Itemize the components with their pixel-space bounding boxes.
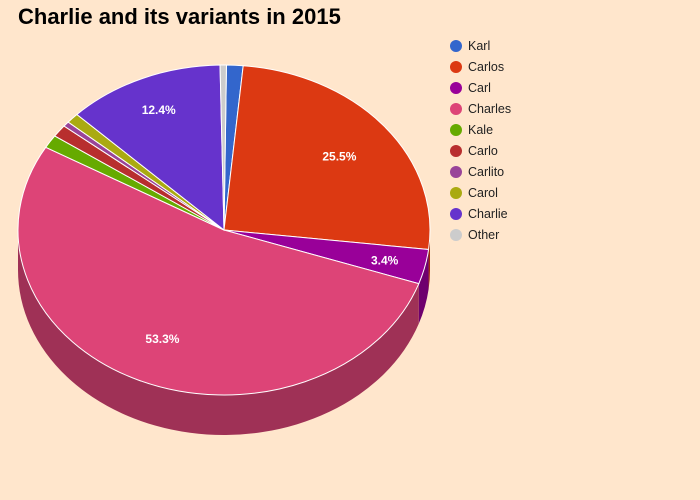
legend-item-other[interactable]: Other [450,224,511,245]
legend-item-charles[interactable]: Charles [450,98,511,119]
legend-swatch [450,81,462,94]
legend-item-carl[interactable]: Carl [450,77,511,98]
data-label-carl: 3.4% [371,253,399,267]
data-label-carlos: 25.5% [322,149,356,163]
pie-data-labels: 25.5% 3.4% 53.3% 12.4% [142,103,399,346]
legend-label: Karl [468,38,491,53]
pie-slice-carlos[interactable] [223,65,431,251]
legend-swatch [450,123,462,136]
legend-item-carlos[interactable]: Carlos [450,56,511,77]
legend-label: Charlie [468,206,508,221]
pie-slice-charles[interactable] [17,146,420,396]
legend-item-carlo[interactable]: Carlo [450,140,511,161]
pie-slice-other[interactable] [219,64,227,231]
legend-swatch [450,144,462,157]
pie-side-carl [418,249,429,324]
legend: Karl Carlos Carl Charles Kale Carlo Carlito Car… [450,35,511,245]
data-label-charles: 53.3% [145,332,179,346]
legend-item-charlie[interactable]: Charlie [450,203,511,224]
legend-swatch [450,186,462,199]
pie-slices [17,64,431,396]
legend-swatch [450,207,462,220]
legend-label: Carl [468,80,491,95]
legend-item-kale[interactable]: Kale [450,119,511,140]
legend-label: Carlo [468,143,498,158]
legend-label: Carol [468,185,498,200]
pie-side-charles [18,230,419,436]
legend-item-carol[interactable]: Carol [450,182,511,203]
legend-swatch [450,102,462,115]
legend-label: Carlito [468,164,505,179]
pie-slice-charlie[interactable] [76,64,225,232]
legend-swatch [450,165,462,178]
chart-title: Charlie and its variants in 2015 [18,4,341,29]
legend-label: Charles [468,101,512,116]
legend-label: Carlos [468,59,505,74]
legend-label: Other [468,227,500,242]
legend-swatch [450,60,462,73]
legend-swatch [450,39,462,52]
legend-label: Kale [468,122,494,137]
legend-swatch [450,228,462,241]
legend-item-karl[interactable]: Karl [450,35,511,56]
legend-item-carlito[interactable]: Carlito [450,161,511,182]
data-label-charlie: 12.4% [142,103,176,117]
